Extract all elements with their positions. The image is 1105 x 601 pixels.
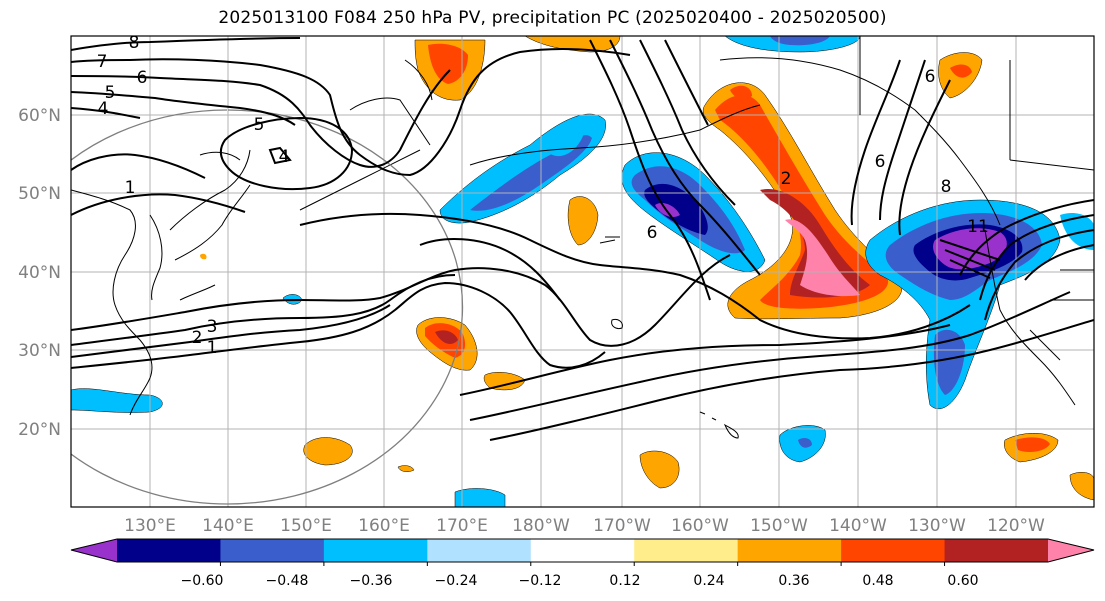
lat-label: 60°N [18,106,61,126]
precipitation-shading [71,36,1094,507]
colorbar-tick-label: 0.36 [778,573,809,589]
contour-label: 6 [925,67,936,87]
contour-label: 1 [125,178,136,198]
colorbar-extend-min [71,539,117,562]
colorbar-tick-label: −0.48 [266,573,309,589]
colorbar-segment [737,539,842,562]
lon-label: 170°E [436,516,488,536]
lon-label: 140°W [829,516,887,536]
colorbar-tick-label: −0.12 [519,573,562,589]
lon-label: 130°W [908,516,966,536]
colorbar-segment [427,539,532,562]
colorbar-segment [944,539,1049,562]
map-frame [70,35,1095,508]
colorbar-tick-label: −0.24 [435,573,478,589]
contour-label: 2 [192,328,203,348]
colorbar-tick-label: 0.60 [947,573,978,589]
colorbar-segment [323,539,428,562]
lon-label: 150°W [750,516,808,536]
range-circle [71,109,464,505]
lat-label: 20°N [18,420,61,440]
contour-label: 4 [279,147,290,167]
contour-label: 6 [647,223,658,243]
contour-label: 5 [254,115,265,135]
lon-label: 120°W [987,516,1045,536]
chart-title: 2025013100 F084 250 hPa PV, precipitatio… [218,8,887,28]
contour-label: 8 [941,177,952,197]
contour-label: 2 [781,169,792,189]
contour-labels: 8 7 6 5 4 5 4 1 3 2 1 2 6 8 6 6 11 [97,33,989,358]
lat-label: 50°N [18,184,61,204]
latitude-labels: 60°N 50°N 40°N 30°N 20°N [18,106,61,440]
contour-label: 3 [207,317,218,337]
lon-label: 150°E [280,516,332,536]
coastlines [71,36,1094,439]
contour-label: 4 [98,99,109,119]
lon-label: 180°W [512,516,570,536]
contour-label: 5 [105,83,116,103]
colorbar-segment [530,539,635,562]
lat-label: 40°N [18,263,61,283]
lat-label: 30°N [18,341,61,361]
longitude-labels: 130°E 140°E 150°E 160°E 170°E 180°W 170°… [124,516,1045,536]
contour-label: 8 [129,33,140,53]
colorbar-segments [71,539,1094,562]
colorbar-ticks [219,562,946,566]
contour-label: 6 [137,68,148,88]
colorbar: −0.60 −0.48 −0.36 −0.24 −0.12 0.12 0.24 … [70,538,1095,589]
pv-contours [71,37,1094,441]
lon-label: 160°W [671,516,729,536]
colorbar-tick-label: −0.60 [181,573,224,589]
colorbar-tick-label: 0.12 [609,573,640,589]
lon-label: 170°W [593,516,651,536]
colorbar-outline [70,538,1095,563]
contour-label: 7 [97,52,108,72]
colorbar-segment [634,539,739,562]
lon-label: 140°E [202,516,254,536]
lon-label: 160°E [358,516,410,536]
contour-label: 1 [207,338,218,358]
colorbar-segment [117,539,221,562]
colorbar-segment [841,539,946,562]
colorbar-segment [220,539,325,562]
lon-label: 130°E [124,516,176,536]
colorbar-tick-label: 0.24 [693,573,724,589]
contour-label: 11 [967,217,989,237]
colorbar-tick-label: 0.48 [862,573,893,589]
colorbar-extend-max [1048,539,1094,562]
graticule [71,36,1094,507]
contour-label: 6 [875,152,886,172]
colorbar-tick-label: −0.36 [350,573,393,589]
map-panel: 8 7 6 5 4 5 4 1 3 2 1 2 6 8 6 6 11 [71,33,1094,507]
